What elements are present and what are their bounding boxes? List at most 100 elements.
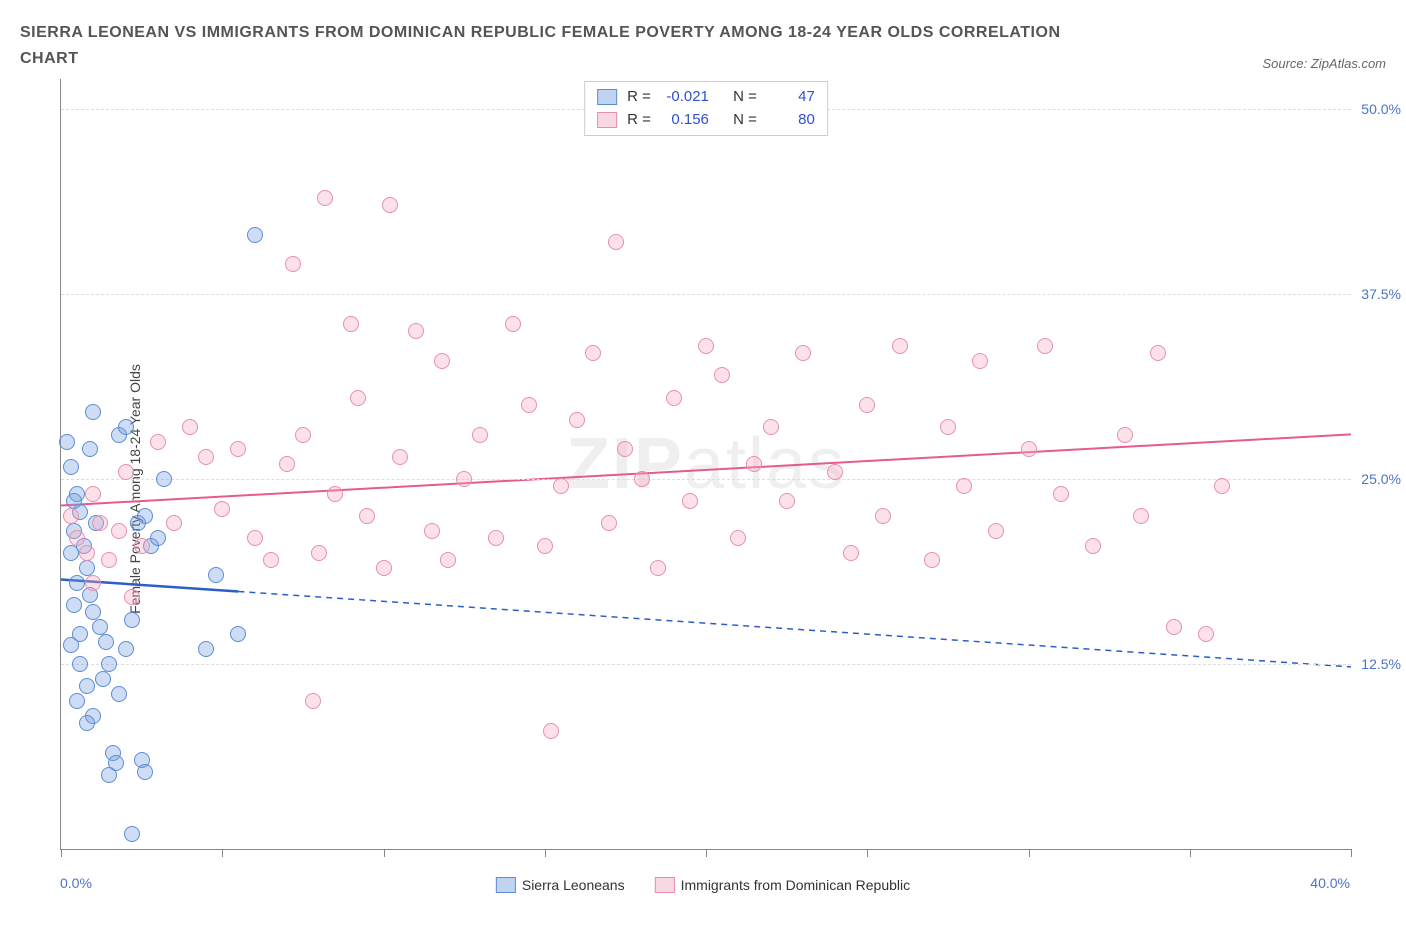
plot-area: ZIPatlas R = -0.021 N = 47 R = 0.156 N =… (60, 79, 1351, 850)
data-point (1166, 619, 1182, 635)
data-point (972, 353, 988, 369)
data-point (72, 656, 88, 672)
data-point (82, 441, 98, 457)
data-point (488, 530, 504, 546)
data-point (69, 530, 85, 546)
data-point (63, 459, 79, 475)
data-point (714, 367, 730, 383)
data-point (317, 190, 333, 206)
data-point (746, 456, 762, 472)
swatch-b-icon (597, 112, 617, 128)
data-point (434, 353, 450, 369)
y-tick-label: 12.5% (1361, 656, 1401, 672)
data-point (1021, 441, 1037, 457)
data-point (247, 227, 263, 243)
data-point (208, 567, 224, 583)
data-point (456, 471, 472, 487)
data-point (79, 678, 95, 694)
data-point (875, 508, 891, 524)
legend-swatch-b-icon (655, 877, 675, 893)
x-tick (1029, 849, 1030, 857)
x-tick-right: 40.0% (1310, 875, 1350, 891)
x-tick (706, 849, 707, 857)
x-tick (222, 849, 223, 857)
gridline (61, 294, 1351, 295)
data-point (843, 545, 859, 561)
data-point (827, 464, 843, 480)
data-point (98, 634, 114, 650)
data-point (440, 552, 456, 568)
x-tick (867, 849, 868, 857)
x-tick (61, 849, 62, 857)
data-point (263, 552, 279, 568)
data-point (1214, 478, 1230, 494)
data-point (118, 419, 134, 435)
data-point (1037, 338, 1053, 354)
data-point (956, 478, 972, 494)
data-point (137, 508, 153, 524)
data-point (392, 449, 408, 465)
data-point (111, 686, 127, 702)
x-tick (1351, 849, 1352, 857)
data-point (230, 626, 246, 642)
data-point (940, 419, 956, 435)
data-point (569, 412, 585, 428)
legend-swatch-a-icon (496, 877, 516, 893)
data-point (1117, 427, 1133, 443)
stats-n-label: N = (733, 86, 757, 109)
data-point (408, 323, 424, 339)
data-point (795, 345, 811, 361)
data-point (118, 641, 134, 657)
data-point (63, 508, 79, 524)
data-point (682, 493, 698, 509)
data-point (376, 560, 392, 576)
data-point (79, 715, 95, 731)
data-point (359, 508, 375, 524)
data-point (327, 486, 343, 502)
gridline (61, 664, 1351, 665)
data-point (230, 441, 246, 457)
data-point (617, 441, 633, 457)
data-point (182, 419, 198, 435)
data-point (1198, 626, 1214, 642)
stats-row-a: R = -0.021 N = 47 (597, 86, 815, 109)
data-point (1133, 508, 1149, 524)
y-tick-label: 37.5% (1361, 286, 1401, 302)
data-point (85, 486, 101, 502)
data-point (59, 434, 75, 450)
data-point (118, 464, 134, 480)
data-point (66, 597, 82, 613)
legend-item-b: Immigrants from Dominican Republic (655, 877, 911, 893)
data-point (988, 523, 1004, 539)
data-point (92, 515, 108, 531)
data-point (650, 560, 666, 576)
data-point (150, 434, 166, 450)
data-point (92, 619, 108, 635)
data-point (124, 589, 140, 605)
source-label: Source: ZipAtlas.com (1262, 56, 1386, 71)
data-point (553, 478, 569, 494)
data-point (892, 338, 908, 354)
data-point (214, 501, 230, 517)
data-point (79, 545, 95, 561)
swatch-a-icon (597, 89, 617, 105)
x-tick (384, 849, 385, 857)
y-tick-label: 25.0% (1361, 471, 1401, 487)
data-point (85, 604, 101, 620)
x-tick (545, 849, 546, 857)
data-point (124, 826, 140, 842)
data-point (101, 767, 117, 783)
data-point (924, 552, 940, 568)
trend-lines (61, 79, 1351, 849)
data-point (247, 530, 263, 546)
data-point (343, 316, 359, 332)
data-point (585, 345, 601, 361)
data-point (472, 427, 488, 443)
data-point (137, 764, 153, 780)
data-point (79, 560, 95, 576)
data-point (698, 338, 714, 354)
stats-row-b: R = 0.156 N = 80 (597, 109, 815, 132)
watermark-bold: ZIP (566, 424, 684, 504)
data-point (730, 530, 746, 546)
data-point (69, 575, 85, 591)
